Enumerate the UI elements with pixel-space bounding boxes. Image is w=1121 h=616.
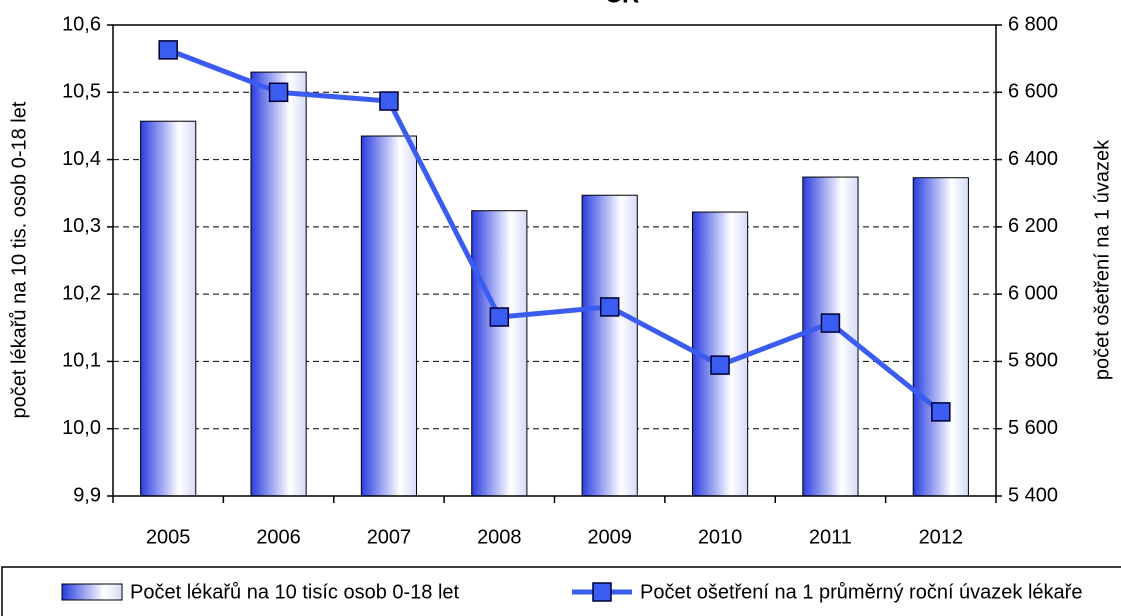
y-tick-label: 9,9 [73, 484, 101, 506]
y-tick-label: 10,4 [62, 148, 101, 170]
point [379, 91, 399, 111]
bar [360, 135, 418, 497]
bar [471, 210, 528, 497]
point [268, 82, 289, 103]
point [931, 402, 951, 422]
y-tick-label: 10,6 [62, 13, 101, 35]
x-tick-label: 2010 [698, 526, 743, 548]
legend-swatch [61, 583, 123, 601]
y-tick-label: 10,5 [62, 81, 101, 103]
y2-tick-label: 5 600 [1008, 417, 1058, 439]
y-tick-label: 10,3 [62, 215, 101, 237]
x-tick-label: 2007 [367, 526, 412, 548]
y2-axis-label: počet ošetření na 1 úvazek [1091, 139, 1113, 380]
y-tick-label: 10,2 [62, 282, 101, 304]
y2-tick-label: 6 400 [1008, 148, 1058, 170]
legend-box [1, 566, 1121, 616]
x-tick-label: 2012 [919, 526, 964, 548]
legend-swatch [592, 582, 612, 602]
point [489, 307, 510, 327]
x-tick-label: 2006 [256, 526, 301, 548]
x-tick-label: 2011 [809, 526, 852, 548]
point [158, 40, 178, 60]
y2-tick-label: 5 400 [1008, 484, 1058, 506]
plot-frame [112, 24, 997, 497]
legend-label: Počet ošetření na 1 průměrný roční úvaze… [640, 581, 1082, 603]
line [167, 47, 943, 414]
point [599, 297, 620, 317]
bar [581, 194, 638, 497]
y2-tick-label: 6 200 [1008, 215, 1058, 237]
point [820, 313, 841, 333]
y2-tick-label: 6 800 [1008, 13, 1058, 35]
y2-tick-label: 6 000 [1008, 282, 1058, 304]
chart-title: ČR [605, 0, 640, 8]
legend-label: Počet lékařů na 10 tisíc osob 0-18 let [130, 581, 460, 603]
y2-tick-label: 6 600 [1008, 81, 1058, 103]
bar [140, 120, 197, 497]
y-tick-label: 10,1 [62, 350, 101, 372]
x-tick-label: 2008 [477, 526, 522, 548]
bar [250, 71, 307, 497]
x-tick-label: 2009 [587, 526, 632, 548]
bar [912, 177, 969, 497]
y-axis-label: počet lékařů na 10 tis. osob 0-18 let [8, 101, 30, 418]
y-tick-label: 10,0 [62, 417, 101, 439]
point [710, 355, 730, 375]
x-tick-label: 2005 [146, 526, 191, 548]
y2-tick-label: 5 800 [1008, 350, 1058, 372]
